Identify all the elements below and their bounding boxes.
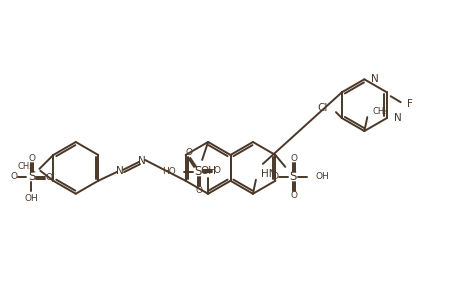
Text: S: S — [195, 165, 202, 178]
Text: O: O — [291, 154, 298, 163]
Text: HN: HN — [261, 169, 276, 179]
Text: N: N — [138, 156, 146, 166]
Text: O: O — [29, 154, 36, 163]
Text: O: O — [10, 172, 17, 181]
Text: O: O — [186, 148, 193, 158]
Text: CH₃: CH₃ — [372, 107, 388, 116]
Text: N: N — [394, 113, 402, 123]
Text: O: O — [46, 173, 53, 182]
Text: OH: OH — [25, 194, 38, 203]
Text: O: O — [196, 186, 202, 195]
Text: S: S — [290, 170, 297, 183]
Text: OH: OH — [315, 172, 329, 181]
Text: O: O — [272, 172, 279, 181]
Text: Cl: Cl — [318, 103, 328, 113]
Text: F: F — [407, 99, 413, 109]
Text: O: O — [213, 166, 221, 175]
Text: N: N — [116, 166, 124, 176]
Text: OH: OH — [200, 166, 216, 176]
Text: S: S — [28, 170, 35, 183]
Text: HO: HO — [162, 167, 176, 176]
Text: N: N — [371, 74, 379, 84]
Text: O: O — [291, 191, 298, 200]
Text: CH₃: CH₃ — [18, 162, 34, 171]
